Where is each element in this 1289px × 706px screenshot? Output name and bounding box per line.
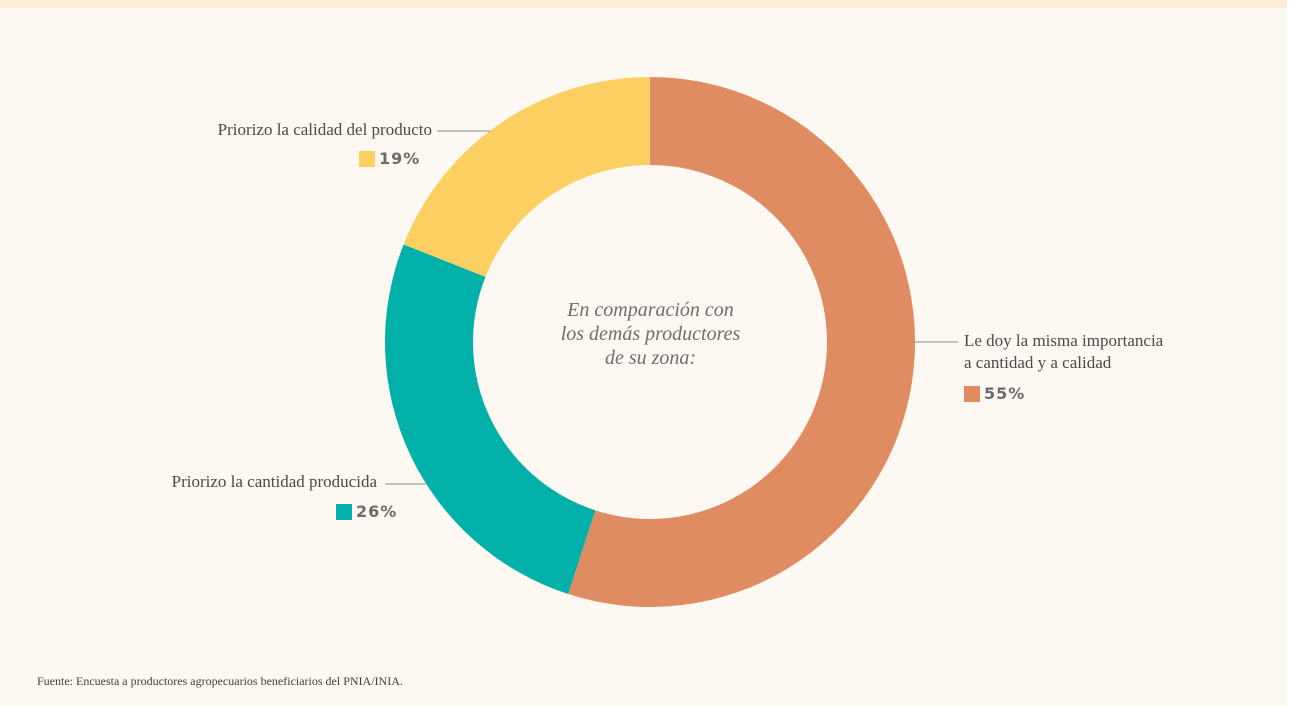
leader-lines xyxy=(385,130,958,485)
slice-label-quality: Priorizo la calidad del producto xyxy=(218,119,432,141)
center-text-line: En comparación con xyxy=(567,299,734,321)
donut-slices xyxy=(385,76,915,607)
slice-label-line: Priorizo la calidad del producto xyxy=(217,120,432,139)
center-text-line: los demás productores xyxy=(560,323,741,345)
slice-value-text: 55% xyxy=(984,384,1026,403)
slice-value-text: 26% xyxy=(356,502,398,521)
slice-label-line: a cantidad y a calidad xyxy=(964,353,1112,372)
source-note: Fuente: Encuesta a productores agropecua… xyxy=(37,674,403,688)
center-text-line: de su zona: xyxy=(604,347,697,369)
donut-slice-equal-importance xyxy=(568,77,915,607)
legend-swatch-yellow xyxy=(359,150,375,167)
slice-label-equal-importance: Le doy la misma importancia a cantidad y… xyxy=(964,330,1163,374)
slice-value-equal-importance: 55% xyxy=(964,384,1025,403)
slice-label-line: Le doy la misma importancia xyxy=(964,331,1164,350)
top-band xyxy=(0,0,1289,8)
donut-slice-quantity xyxy=(385,244,596,595)
donut-center-text: En comparación con los demás productores… xyxy=(510,298,791,370)
slice-label-line: Priorizo la cantidad producida xyxy=(171,472,377,491)
donut-slice-quality xyxy=(403,76,650,277)
slice-label-quantity: Priorizo la cantidad producida xyxy=(172,471,377,493)
slice-value-text: 19% xyxy=(379,149,421,168)
right-edge xyxy=(1287,0,1289,706)
legend-swatch-teal xyxy=(336,503,352,520)
slice-value-quality: 19% xyxy=(359,149,420,168)
legend-swatch-orange xyxy=(964,385,980,402)
slice-value-quantity: 26% xyxy=(336,502,397,521)
